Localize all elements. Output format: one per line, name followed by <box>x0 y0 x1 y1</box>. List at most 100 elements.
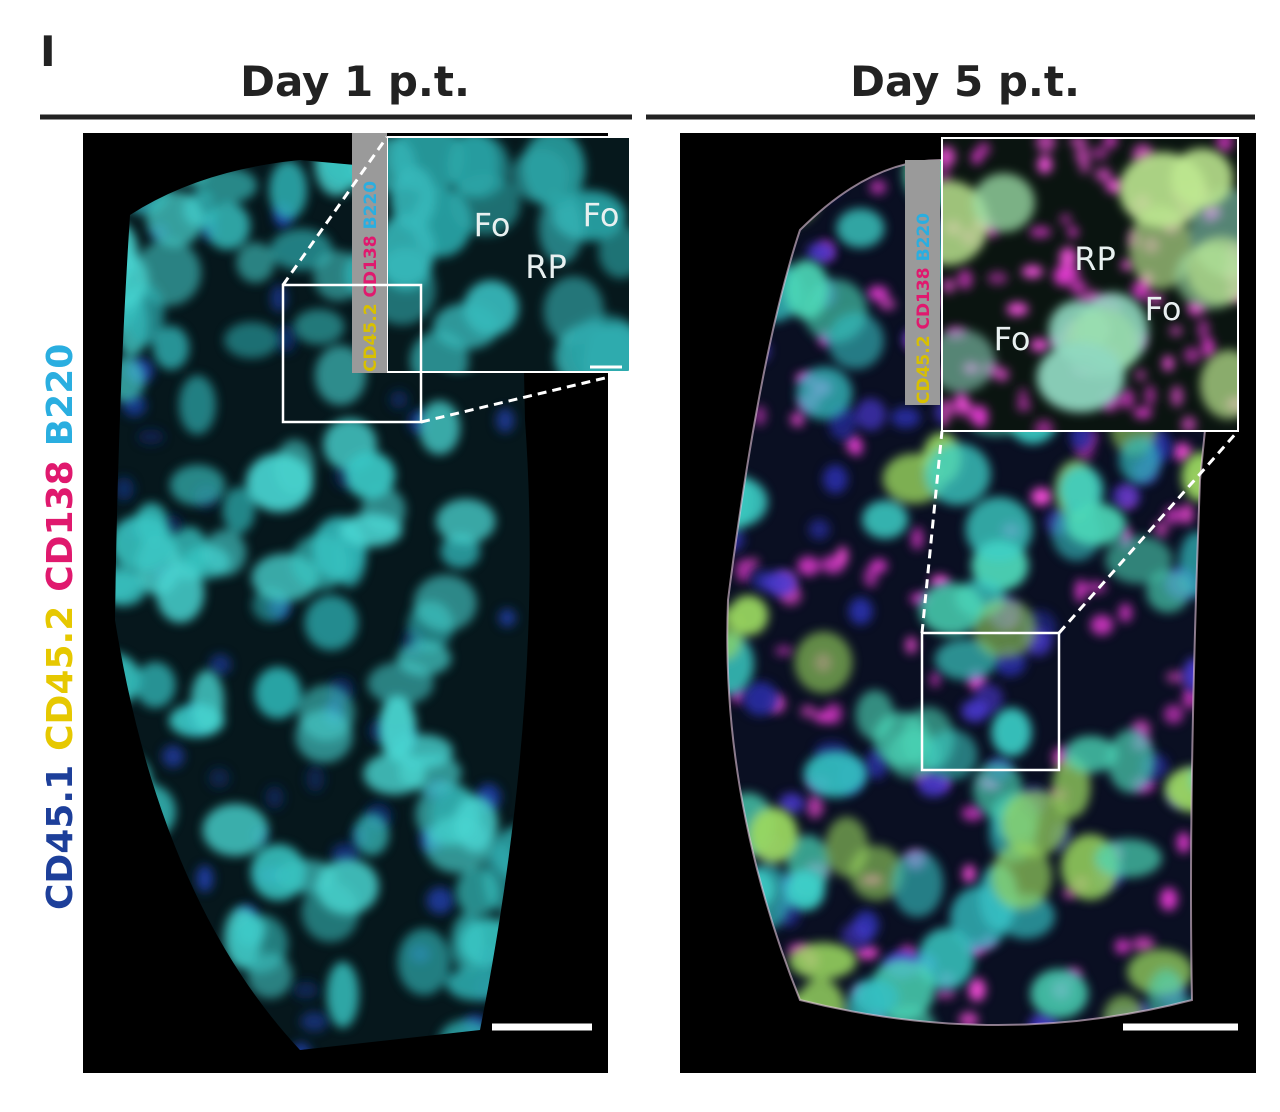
follicle <box>1146 570 1191 613</box>
follicle <box>269 160 308 220</box>
follicle <box>270 284 288 313</box>
follicle <box>1118 436 1161 484</box>
follicle <box>1128 205 1192 290</box>
follicle <box>224 321 280 359</box>
follicle <box>727 633 754 695</box>
follicle <box>962 864 976 884</box>
follicle <box>1074 146 1090 164</box>
follicle <box>293 308 345 345</box>
follicle <box>748 807 798 863</box>
follicle <box>735 558 752 583</box>
follicle <box>418 400 461 455</box>
follicle <box>1090 614 1114 636</box>
follicle <box>1030 338 1049 352</box>
follicle <box>1183 346 1201 364</box>
follicle <box>522 137 586 208</box>
follicle <box>1148 294 1164 305</box>
follicle <box>1133 407 1153 419</box>
follicle <box>1059 213 1072 225</box>
follicle <box>957 269 973 290</box>
follicle <box>295 709 353 763</box>
follicle <box>1181 503 1194 525</box>
inset-markers: CD45.2 CD138 B220 <box>914 213 934 404</box>
follicle <box>919 582 984 636</box>
follicle <box>925 729 978 781</box>
marker: B220 <box>40 344 81 447</box>
follicle <box>410 330 469 372</box>
follicle <box>1134 369 1147 381</box>
follicle <box>315 858 379 915</box>
region-label: Fo <box>583 196 620 234</box>
follicle <box>890 406 921 429</box>
follicle <box>305 765 325 793</box>
follicle <box>1165 671 1189 683</box>
follicle <box>222 487 255 534</box>
follicle <box>1091 146 1109 160</box>
follicle <box>250 844 306 901</box>
follicle <box>974 683 1004 715</box>
follicle <box>1065 503 1127 546</box>
follicle <box>727 607 744 661</box>
follicle <box>1069 279 1087 295</box>
follicle <box>1105 535 1173 584</box>
follicle <box>1094 167 1112 182</box>
region-label: Fo <box>474 206 511 244</box>
follicle <box>934 638 998 681</box>
inset-image <box>387 137 630 372</box>
follicle <box>300 1011 329 1032</box>
follicle <box>1170 385 1184 407</box>
follicle <box>208 767 230 789</box>
follicle <box>806 794 824 819</box>
follicle <box>891 850 944 918</box>
follicle <box>397 928 451 996</box>
follicle <box>1163 704 1184 724</box>
marker-legend: CD45.1 CD45.2 CD138 B220 <box>40 344 81 910</box>
follicle <box>910 526 924 550</box>
follicle <box>850 437 864 457</box>
follicle <box>1028 1012 1059 1025</box>
follicle <box>942 278 955 294</box>
follicle <box>413 574 477 632</box>
marker: B220 <box>914 213 934 262</box>
follicle <box>942 399 954 420</box>
zoom-lines <box>281 136 1240 634</box>
follicle <box>270 228 333 271</box>
marker: B220 <box>361 181 381 230</box>
follicle <box>435 498 496 544</box>
follicle <box>965 496 1033 562</box>
follicle <box>190 669 225 735</box>
follicle <box>1059 247 1077 268</box>
follicle <box>803 750 867 798</box>
follicle <box>203 529 247 576</box>
follicle <box>1159 887 1178 911</box>
follicle <box>785 870 825 911</box>
follicle <box>304 595 358 651</box>
follicle <box>849 845 904 901</box>
region-label: Fo <box>994 320 1031 358</box>
follicle <box>291 534 350 590</box>
follicle <box>387 213 436 286</box>
follicle <box>742 681 779 716</box>
inset-strip <box>905 160 940 405</box>
follicle <box>495 407 515 433</box>
follicle <box>1164 506 1183 525</box>
follicle <box>115 515 176 572</box>
follicle <box>837 546 849 565</box>
follicle <box>867 285 889 302</box>
follicle <box>796 366 853 420</box>
follicle <box>1118 603 1133 623</box>
follicle <box>790 411 805 427</box>
tissue-edge <box>726 158 1232 1026</box>
follicle <box>202 803 269 857</box>
panel-label: I <box>40 27 56 76</box>
follicle <box>204 202 251 250</box>
region-label: RP <box>1074 240 1116 278</box>
follicle <box>779 792 805 814</box>
follicle <box>1176 831 1191 854</box>
follicle <box>873 711 930 768</box>
follicle <box>426 887 454 915</box>
panel-title: Day 5 p.t. <box>850 57 1080 106</box>
follicle <box>1172 442 1192 462</box>
follicle <box>196 865 214 893</box>
